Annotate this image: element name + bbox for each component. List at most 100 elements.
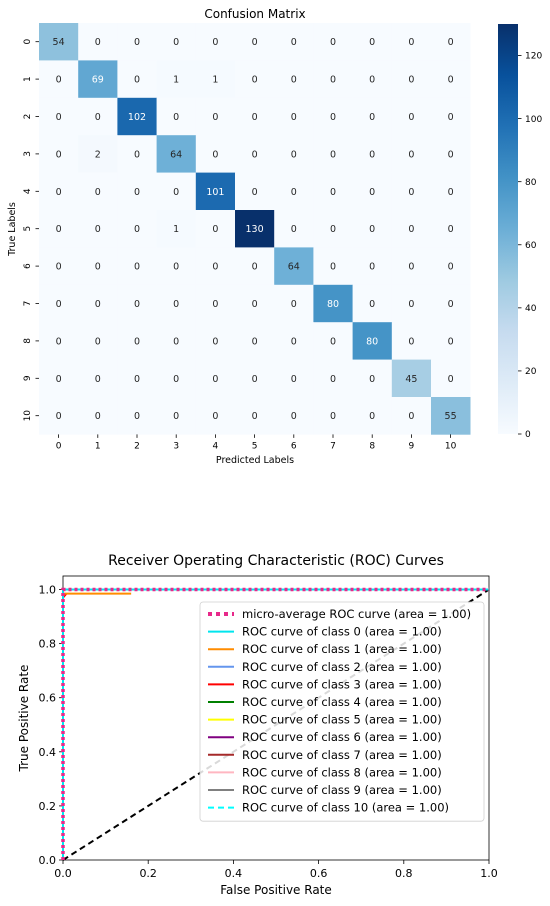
- heatmap-cell-value: 0: [369, 262, 375, 273]
- roc-y-tick-label: 0.2: [39, 800, 57, 813]
- heatmap-cell: [352, 97, 393, 136]
- heatmap-cell: [235, 210, 275, 248]
- colorbar-tick-label: 20: [525, 367, 537, 377]
- heatmap-cell-value: 0: [369, 37, 375, 48]
- heatmap-cell-value: 0: [291, 149, 297, 160]
- roc-x-tick-label: 0.0: [54, 867, 72, 880]
- heatmap-cell: [391, 23, 432, 61]
- y-tick-label: 6: [23, 263, 33, 269]
- heatmap-cell: [235, 60, 275, 99]
- heatmap-cell-value: 0: [134, 75, 140, 86]
- heatmap-cell-value: 0: [212, 262, 218, 273]
- heatmap-cell: [313, 284, 353, 323]
- x-tick-label: 10: [445, 441, 457, 451]
- x-tick-label: 9: [409, 441, 415, 451]
- heatmap-cell: [156, 397, 197, 435]
- x-tick-label: 6: [291, 441, 297, 451]
- heatmap-cell: [352, 135, 393, 173]
- heatmap-cell: [352, 60, 393, 99]
- heatmap-cell-value: 0: [252, 336, 258, 347]
- heatmap-cell-value: 64: [288, 262, 300, 273]
- heatmap-cell: [352, 23, 393, 61]
- heatmap-cell-value: 69: [92, 75, 104, 86]
- heatmap-cell-value: 0: [252, 75, 258, 86]
- heatmap-cells: 54 0 0 0 0 0 0 0 0 0 0 0 69 0 1 1 0 0 0 0 0 0 0 0 102 0 0 0 0 0 0 0 0 0 2 0…: [39, 23, 471, 435]
- roc-legend: micro-average ROC curve (area = 1.00) ROC…: [199, 601, 485, 822]
- heatmap-cell: [313, 172, 353, 211]
- heatmap-cell: [274, 135, 314, 173]
- heatmap-cell-value: 0: [95, 374, 101, 385]
- heatmap-cell-value: 0: [252, 262, 258, 273]
- heatmap-cell-value: 0: [369, 411, 375, 422]
- heatmap-cell: [391, 135, 432, 173]
- y-tick-label: 4: [23, 188, 33, 194]
- heatmap-cell: [391, 284, 432, 323]
- heatmap-cell: [431, 172, 471, 211]
- heatmap-cell-value: 0: [252, 374, 258, 385]
- heatmap-cell-value: 0: [56, 411, 62, 422]
- colorbar-tick-label: 40: [525, 304, 537, 314]
- heatmap-cell: [78, 284, 118, 323]
- colorbar-tick-label: 80: [525, 178, 537, 188]
- colorbar-tick-label: 0: [525, 430, 531, 440]
- heatmap-cell-value: 0: [134, 149, 140, 160]
- heatmap-cell: [39, 23, 79, 61]
- roc-legend-label: ROC curve of class 0 (area = 1.00): [242, 625, 442, 639]
- roc-series-line: [61, 587, 489, 860]
- heatmap-cell-value: 0: [56, 187, 62, 198]
- heatmap-cell: [156, 60, 197, 99]
- heatmap-cell-value: 2: [95, 149, 101, 160]
- heatmap-cell: [117, 322, 157, 360]
- heatmap-cell-value: 0: [212, 411, 218, 422]
- heatmap-cell: [431, 210, 471, 248]
- roc-legend-label: ROC curve of class 7 (area = 1.00): [242, 748, 442, 762]
- heatmap-cell: [235, 135, 275, 173]
- heatmap-cell: [117, 97, 157, 136]
- x-tick-label: 7: [330, 441, 336, 451]
- heatmap-cell: [431, 60, 471, 99]
- y-tick-label: 3: [23, 151, 33, 157]
- heatmap-cell: [195, 172, 236, 211]
- heatmap-cell: [156, 322, 197, 360]
- heatmap-cell: [235, 397, 275, 435]
- heatmap-cell-value: 0: [369, 75, 375, 86]
- heatmap-cell: [313, 322, 353, 360]
- x-tick-label: 1: [95, 441, 101, 451]
- heatmap-cell-value: 0: [408, 149, 414, 160]
- heatmap-cell-value: 0: [330, 75, 336, 86]
- y-tick-label: 9: [23, 375, 33, 381]
- heatmap-cell: [117, 284, 157, 323]
- heatmap-cell: [235, 23, 275, 61]
- heatmap-cell-value: 0: [291, 374, 297, 385]
- heatmap-cell-value: 54: [53, 37, 65, 48]
- heatmap-cell-value: 0: [330, 336, 336, 347]
- roc-legend-label: ROC curve of class 4 (area = 1.00): [242, 695, 442, 709]
- heatmap-cell-value: 0: [291, 224, 297, 235]
- heatmap-cell-value: 0: [448, 224, 454, 235]
- heatmap-cell-value: 0: [212, 37, 218, 48]
- y-tick-label: 1: [23, 76, 33, 82]
- heatmap-cell: [78, 135, 118, 173]
- heatmap-cell: [117, 60, 157, 99]
- y-tick-label: 2: [23, 114, 33, 120]
- heatmap-cell: [313, 135, 353, 173]
- heatmap-cell-value: 0: [291, 37, 297, 48]
- heatmap-cell: [274, 172, 314, 211]
- heatmap-cell-value: 0: [369, 112, 375, 123]
- roc-legend-label: ROC curve of class 3 (area = 1.00): [242, 677, 442, 691]
- heatmap-cell: [431, 135, 471, 173]
- y-tick-label: 5: [23, 226, 33, 232]
- roc-series-line: [62, 592, 132, 860]
- heatmap-cell: [313, 23, 353, 61]
- confusion-matrix-chart: Confusion Matrix 54 0 0 0 0 0 0 0 0 0 00 69 0 1 1 0 0 0 0 0…: [7, 7, 542, 466]
- heatmap-cell-value: 0: [408, 336, 414, 347]
- roc-x-tick-label: 0.8: [395, 867, 413, 880]
- heatmap-cell: [391, 247, 432, 286]
- heatmap-cell-value: 1: [212, 75, 218, 86]
- heatmap-cell: [391, 359, 432, 398]
- heatmap-cell: [195, 23, 236, 61]
- heatmap-cell-value: 0: [134, 299, 140, 310]
- heatmap-cell-value: 0: [369, 224, 375, 235]
- heatmap-cell-value: 0: [56, 224, 62, 235]
- heatmap-cell: [117, 210, 157, 248]
